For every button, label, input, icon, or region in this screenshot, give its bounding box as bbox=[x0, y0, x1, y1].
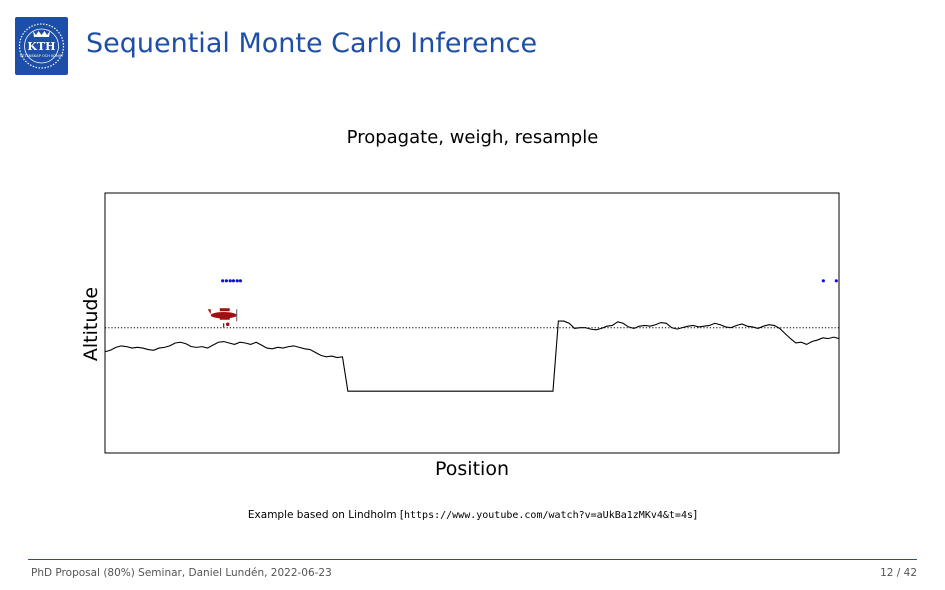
particle-0 bbox=[221, 279, 225, 283]
particle-7 bbox=[834, 279, 838, 283]
logo-subtext: VETENSKAP OCH KONST bbox=[20, 54, 64, 58]
y-axis-label: Altitude bbox=[80, 286, 102, 362]
logo-text: KTH bbox=[27, 40, 55, 53]
airplane-lower-wing bbox=[219, 317, 230, 320]
caption: Example based on Lindholm [https://www.y… bbox=[0, 509, 945, 521]
terrain-line bbox=[104, 320, 840, 392]
particle-3 bbox=[231, 279, 236, 283]
kth-logo: KTH VETENSKAP OCH KONST bbox=[15, 17, 68, 75]
airplane-body bbox=[210, 312, 237, 319]
particle-1 bbox=[224, 279, 229, 283]
page-number: 12 / 42 bbox=[880, 567, 917, 579]
slide-title: Sequential Monte Carlo Inference bbox=[86, 28, 538, 59]
caption-url: https://www.youtube.com/watch?v=aUkBa1zM… bbox=[404, 510, 693, 521]
particle-4 bbox=[235, 279, 239, 283]
caption-prefix: Example based on Lindholm [ bbox=[247, 509, 404, 521]
caption-suffix: ] bbox=[692, 509, 698, 521]
particle-6 bbox=[821, 279, 825, 283]
footer-presentation-info: PhD Proposal (80%) Seminar, Daniel Lundé… bbox=[31, 567, 332, 579]
slide-subtitle: Propagate, weigh, resample bbox=[346, 127, 599, 148]
airplane-tail bbox=[207, 309, 211, 315]
airplane-icon bbox=[207, 308, 238, 327]
footer-divider bbox=[28, 559, 917, 560]
plot-frame bbox=[104, 192, 840, 454]
airplane-wheel bbox=[225, 322, 230, 327]
airplane-upper-wing bbox=[219, 308, 230, 312]
particle-5 bbox=[238, 279, 243, 283]
particle-2 bbox=[228, 279, 232, 283]
x-axis-label: Position bbox=[435, 458, 509, 480]
